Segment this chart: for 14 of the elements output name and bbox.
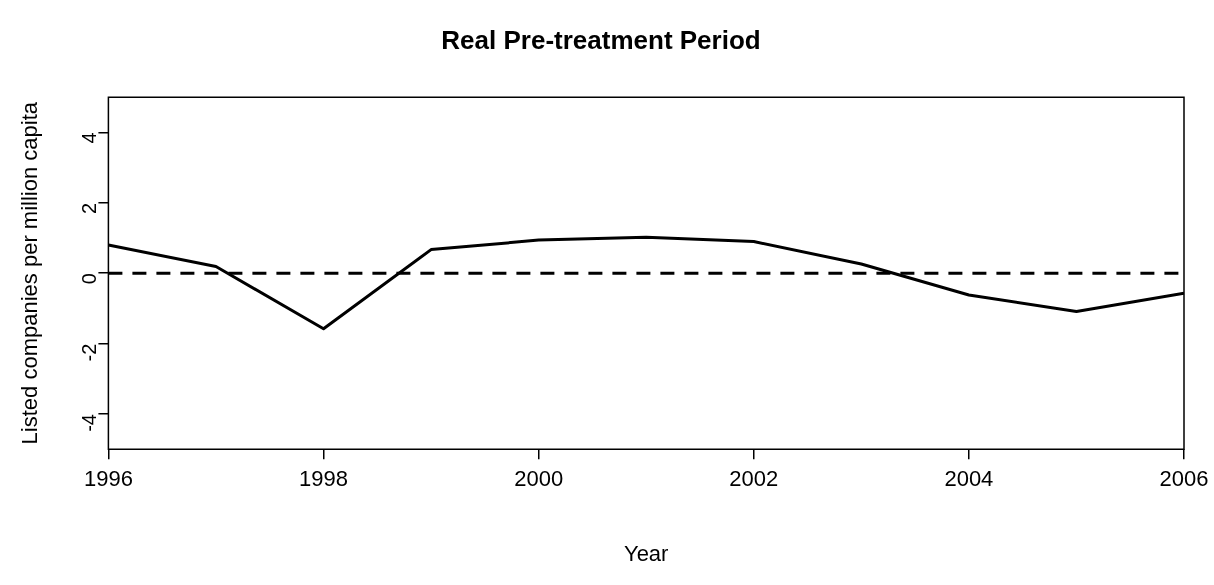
x-tick-label: 2004: [944, 466, 994, 492]
x-tick-label: 2006: [1159, 466, 1209, 492]
y-tick-label: -2: [77, 343, 100, 362]
x-tick-label: 2000: [514, 466, 564, 492]
y-axis-title: Listed companies per million capita: [17, 101, 43, 445]
x-tick-label: 1998: [299, 466, 348, 492]
y-tick-label: 2: [77, 202, 100, 214]
x-tick-label: 2002: [729, 466, 779, 492]
x-axis-title: Year: [623, 540, 669, 566]
chart-title: Real Pre-treatment Period: [441, 24, 761, 55]
y-tick-label: -4: [77, 414, 100, 432]
y-tick-label: 0: [77, 273, 100, 285]
x-tick-label: 1996: [83, 466, 133, 492]
y-tick-label: 4: [77, 132, 100, 144]
